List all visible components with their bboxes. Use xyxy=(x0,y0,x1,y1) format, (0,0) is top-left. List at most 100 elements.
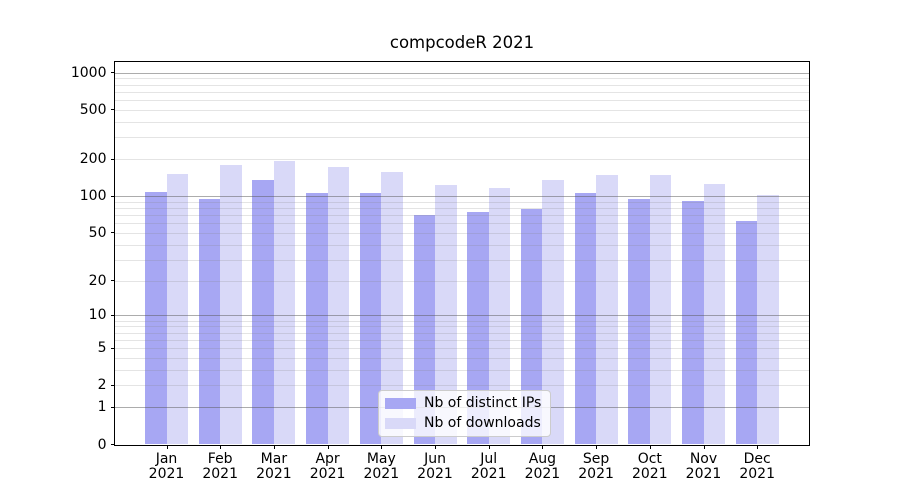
gridline-minor-4 xyxy=(114,357,810,359)
chart-title: compcodeR 2021 xyxy=(389,33,535,52)
bar-downloads-feb xyxy=(220,164,242,444)
y-tick-200 xyxy=(110,158,115,160)
x-tick-mar xyxy=(273,445,275,449)
gridline-minor-3 xyxy=(114,369,810,371)
gridline-minor-6 xyxy=(114,339,810,341)
bar-downloads-mar xyxy=(273,161,296,444)
x-tick-label-jul: Jul 2021 xyxy=(470,450,507,482)
y-tick-5 xyxy=(110,347,115,349)
bar-downloads-oct xyxy=(649,175,672,444)
gridline-minor-7 xyxy=(114,332,810,334)
bar-ips-feb xyxy=(198,199,221,444)
bar-downloads-may xyxy=(381,171,403,444)
y-tick-50 xyxy=(110,232,115,234)
legend: Nb of distinct IPs Nb of downloads xyxy=(378,390,552,437)
y-tick-label-1000: 1000 xyxy=(70,64,107,81)
bar-ips-oct xyxy=(628,199,650,444)
bar-ips-jan xyxy=(145,192,167,444)
gridline-minor-200 xyxy=(114,159,810,161)
x-tick-label-feb: Feb 2021 xyxy=(202,450,238,482)
gridline-minor-30 xyxy=(114,259,810,261)
bar-ips-dec xyxy=(735,220,758,444)
y-tick-100 xyxy=(110,195,115,197)
y-tick-label-500: 500 xyxy=(79,101,107,118)
gridline-minor-700 xyxy=(114,91,810,93)
bar-ips-nov xyxy=(682,200,704,444)
bar-downloads-sep xyxy=(596,174,618,444)
gridline-major-100 xyxy=(114,196,810,198)
gridline-minor-70 xyxy=(114,215,810,217)
gridline-major-10 xyxy=(114,315,810,317)
legend-label-downloads: Nb of downloads xyxy=(424,415,541,431)
bar-ips-jul xyxy=(467,212,489,444)
y-tick-1000 xyxy=(110,72,115,74)
y-tick-label-200: 200 xyxy=(79,151,107,168)
gridline-minor-9 xyxy=(114,320,810,322)
gridline-minor-500 xyxy=(114,109,810,111)
bar-ips-apr xyxy=(306,193,328,444)
bar-downloads-nov xyxy=(703,184,725,444)
bar-downloads-apr xyxy=(327,166,350,444)
gridline-minor-5 xyxy=(114,348,810,350)
y-tick-label-2: 2 xyxy=(97,377,107,394)
y-tick-label-5: 5 xyxy=(97,340,107,357)
gridline-minor-400 xyxy=(114,121,810,123)
x-tick-label-oct: Oct 2021 xyxy=(631,450,668,482)
y-tick-label-0: 0 xyxy=(97,436,107,453)
gridline-major-1000 xyxy=(114,72,810,74)
gridline-minor-800 xyxy=(114,84,810,86)
gridline-minor-60 xyxy=(114,223,810,225)
y-tick-10 xyxy=(110,314,115,316)
x-tick-feb xyxy=(220,445,222,449)
bar-downloads-jun xyxy=(435,185,457,444)
x-tick-nov xyxy=(703,445,705,449)
x-tick-label-apr: Apr 2021 xyxy=(309,450,346,482)
bar-downloads-jan xyxy=(166,173,188,444)
bar-ips-aug xyxy=(520,209,543,444)
bar-ips-mar xyxy=(252,179,274,444)
x-tick-label-aug: Aug 2021 xyxy=(524,450,561,482)
x-tick-jan xyxy=(166,445,168,449)
gridline-minor-8 xyxy=(114,326,810,328)
x-tick-label-jun: Jun 2021 xyxy=(417,450,453,482)
x-tick-label-may: May 2021 xyxy=(363,450,400,482)
x-tick-label-nov: Nov 2021 xyxy=(685,450,722,482)
y-tick-0 xyxy=(110,444,115,445)
x-tick-oct xyxy=(649,445,651,449)
gridline-minor-40 xyxy=(114,244,810,246)
x-tick-label-dec: Dec 2021 xyxy=(739,450,775,482)
x-tick-sep xyxy=(596,445,598,449)
x-tick-label-mar: Mar 2021 xyxy=(256,450,292,482)
x-tick-dec xyxy=(757,445,759,449)
y-tick-500 xyxy=(110,109,115,111)
legend-label-distinct-ips: Nb of distinct IPs xyxy=(424,395,542,411)
gridline-minor-50 xyxy=(114,232,810,234)
bar-ips-jun xyxy=(413,215,435,444)
bar-downloads-aug xyxy=(542,180,564,444)
y-tick-label-1: 1 xyxy=(97,399,107,416)
gridline-minor-90 xyxy=(114,201,810,203)
gridline-minor-2 xyxy=(114,385,810,387)
legend-item-downloads: Nb of downloads xyxy=(385,416,541,431)
y-tick-label-100: 100 xyxy=(79,188,107,205)
gridline-minor-900 xyxy=(114,78,810,80)
x-tick-label-jan: Jan 2021 xyxy=(148,450,185,482)
x-tick-jul xyxy=(488,445,490,449)
bar-downloads-dec xyxy=(757,194,779,444)
gridline-minor-300 xyxy=(114,137,810,139)
y-tick-label-10: 10 xyxy=(88,307,107,324)
y-tick-label-50: 50 xyxy=(88,224,107,241)
bar-ips-may xyxy=(359,192,382,444)
gridline-minor-80 xyxy=(114,207,810,209)
x-tick-label-sep: Sep 2021 xyxy=(578,450,614,482)
legend-item-distinct-ips: Nb of distinct IPs xyxy=(385,396,541,411)
x-tick-jun xyxy=(435,445,436,449)
x-tick-may xyxy=(381,445,383,449)
y-tick-1 xyxy=(110,406,115,408)
legend-swatch-downloads xyxy=(385,417,416,430)
y-tick-2 xyxy=(110,384,115,386)
gridline-minor-20 xyxy=(114,280,810,282)
y-tick-20 xyxy=(110,280,115,282)
gridline-minor-600 xyxy=(114,100,810,102)
